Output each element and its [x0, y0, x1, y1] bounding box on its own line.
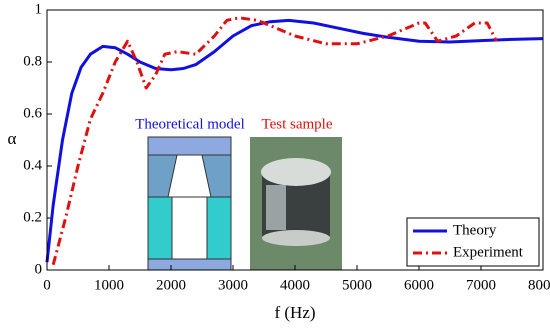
x-tick-label: 4000	[280, 277, 310, 293]
sample-photo	[250, 137, 342, 270]
legend-label: Theory	[453, 222, 497, 238]
y-tick-label: 0.4	[23, 157, 42, 173]
y-axis-label: α	[8, 129, 17, 148]
legend-label: Experiment	[453, 244, 524, 260]
y-tick-label: 0	[35, 261, 43, 277]
x-tick-label: 7000	[466, 277, 496, 293]
y-tick-label: 0.6	[23, 105, 42, 121]
series-line	[45, 18, 544, 263]
series-line	[51, 16, 498, 266]
x-tick-label: 2000	[156, 277, 186, 293]
x-tick-label: 1000	[94, 277, 124, 293]
inset-label: Test sample	[261, 116, 332, 132]
legend-box	[406, 217, 540, 267]
x-tick-label: 5000	[342, 277, 372, 293]
x-tick-label: 0	[43, 277, 51, 293]
x-tick-label: 3000	[218, 277, 248, 293]
x-tick-label: 6000	[404, 277, 434, 293]
y-tick-label: 1	[35, 1, 43, 17]
y-tick-label: 0.2	[23, 209, 42, 225]
plot-frame	[46, 9, 544, 271]
y-tick-label: 0.8	[23, 53, 42, 69]
inset-label: Theoretical model	[135, 116, 245, 132]
model-schematic	[147, 136, 232, 271]
x-axis-label: f (Hz)	[274, 303, 315, 322]
